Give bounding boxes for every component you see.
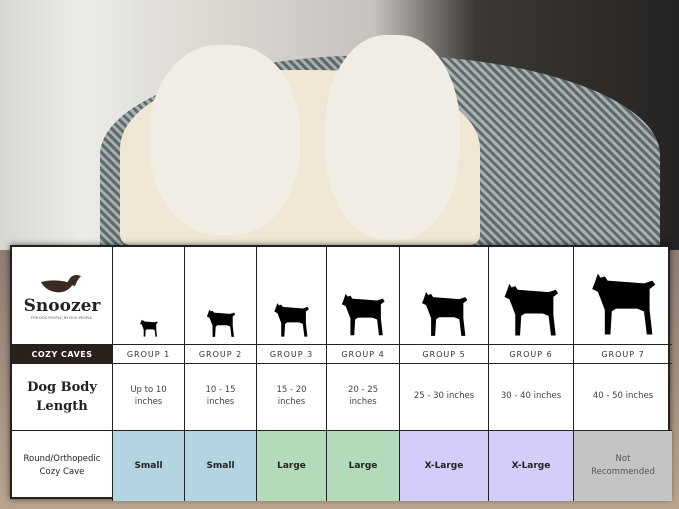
recommended-size: X-Large	[489, 431, 574, 501]
dog-silhouette-cell	[574, 247, 672, 345]
body-length-value: 10 - 15 inches	[185, 364, 257, 431]
dog-silhouette-cell	[400, 247, 489, 345]
dog-silhouette-icon	[592, 273, 656, 335]
dog-silhouette-cell	[185, 247, 257, 345]
body-length-label: Dog Body Length	[12, 364, 113, 431]
recommended-size: Not Recommended	[574, 431, 672, 501]
recommended-size: Large	[257, 431, 327, 501]
recommended-size: Large	[327, 431, 400, 501]
body-length-value: Up to 10 inches	[113, 364, 185, 431]
group-header: GROUP 2	[185, 345, 257, 364]
recommended-size: X-Large	[400, 431, 489, 501]
snoozer-dog-logo-icon	[41, 274, 81, 292]
product-photo	[0, 0, 679, 255]
dog-silhouette-cell	[489, 247, 574, 345]
dog-silhouette-icon	[504, 283, 559, 336]
body-length-value: 40 - 50 inches	[574, 364, 672, 431]
body-length-value: 15 - 20 inches	[257, 364, 327, 431]
dog-silhouette-cell	[113, 247, 185, 345]
recommended-size: Small	[185, 431, 257, 501]
dog-right	[325, 35, 460, 240]
group-header: GROUP 1	[113, 345, 185, 364]
dog-silhouette-cell	[327, 247, 400, 345]
group-header: GROUP 5	[400, 345, 489, 364]
dog-silhouette-icon	[139, 319, 158, 338]
dog-silhouette-icon	[342, 294, 385, 336]
brand-logo: Snoozer FOR DOG PEOPLE, BY DOG PEOPLE.	[12, 247, 113, 345]
dog-silhouette-cell	[257, 247, 327, 345]
body-length-value: 20 - 25 inches	[327, 364, 400, 431]
body-length-value: 25 - 30 inches	[400, 364, 489, 431]
body-length-value: 30 - 40 inches	[489, 364, 574, 431]
group-header: GROUP 6	[489, 345, 574, 364]
product-line-label: COZY CAVES	[12, 345, 113, 364]
dog-left	[150, 45, 300, 235]
brand-tagline: FOR DOG PEOPLE, BY DOG PEOPLE.	[30, 315, 94, 320]
group-header: GROUP 7	[574, 345, 672, 364]
group-header: GROUP 4	[327, 345, 400, 364]
dog-silhouette-icon	[421, 291, 468, 336]
dog-silhouette-icon	[274, 302, 310, 337]
brand-name: Snoozer	[23, 295, 101, 316]
group-header: GROUP 3	[257, 345, 327, 364]
dog-silhouette-icon	[206, 309, 235, 337]
size-chart-table: Snoozer FOR DOG PEOPLE, BY DOG PEOPLE. COZ…	[10, 245, 672, 501]
recommended-size: Small	[113, 431, 185, 501]
cave-type-label: Round/Orthopedic Cozy Cave	[12, 431, 113, 501]
